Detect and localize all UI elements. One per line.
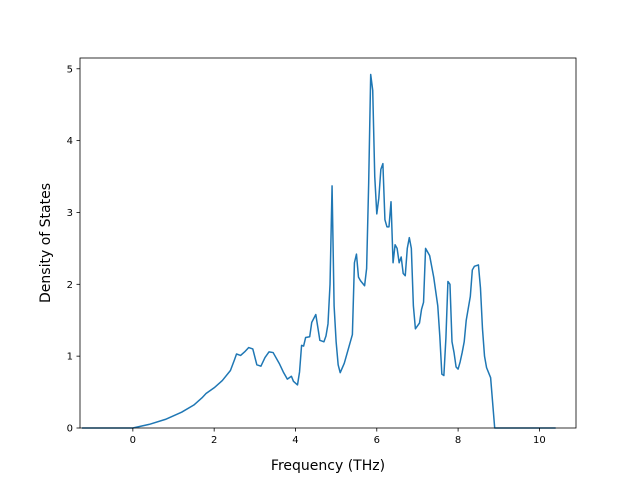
y-tick-label: 2 xyxy=(67,280,73,291)
x-tick-label: 2 xyxy=(211,435,217,446)
y-tick-label: 3 xyxy=(67,208,73,219)
x-tick-label: 4 xyxy=(292,435,298,446)
y-tick-label: 4 xyxy=(67,136,73,147)
y-tick-label: 0 xyxy=(67,424,73,435)
dos-line-0 xyxy=(82,73,556,429)
y-axis-label: Density of States xyxy=(38,183,54,303)
x-axis-label: Frequency (THz) xyxy=(271,458,385,474)
series-layer xyxy=(82,73,556,429)
x-tick-label: 10 xyxy=(533,435,546,446)
x-axis: 0 2 4 6 8 10 xyxy=(130,428,546,446)
y-tick-label: 1 xyxy=(67,352,73,363)
plot-frame xyxy=(79,57,577,429)
y-tick-label: 5 xyxy=(67,64,73,75)
y-axis: 0 1 2 3 4 5 xyxy=(67,64,80,435)
plot-background xyxy=(80,58,576,428)
x-tick-label: 0 xyxy=(130,435,136,446)
x-tick-label: 6 xyxy=(374,435,380,446)
x-tick-label: 8 xyxy=(455,435,461,446)
